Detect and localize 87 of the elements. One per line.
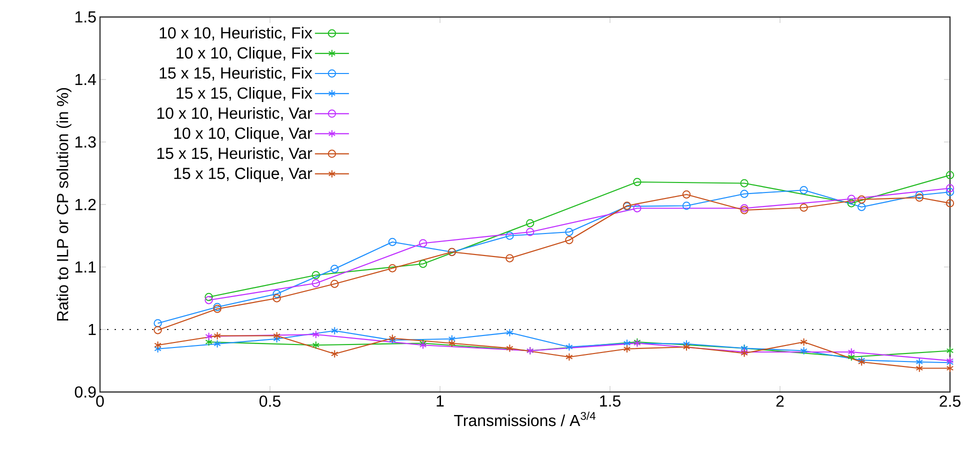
point <box>388 264 397 272</box>
point <box>330 350 338 358</box>
point <box>330 264 339 273</box>
point <box>946 346 954 355</box>
point <box>330 326 338 335</box>
x-tick-label: 1.5 <box>600 396 620 407</box>
point <box>506 254 514 262</box>
point <box>214 332 221 340</box>
point <box>682 190 691 199</box>
point <box>800 346 808 355</box>
point <box>848 348 856 356</box>
y-axis-title: Ratio to ILP or CP solution (in %) <box>56 88 72 321</box>
point <box>506 328 514 337</box>
point <box>946 199 954 208</box>
legend-label: 10 x 10, Heuristic, Fix <box>160 26 312 40</box>
legend-label: 10 x 10, Heuristic, Var <box>157 107 312 121</box>
legend-label: 15 x 15, Heuristic, Var <box>157 147 312 161</box>
point <box>847 194 856 203</box>
x-tick-label: 0 <box>96 396 104 407</box>
point <box>312 271 320 280</box>
point <box>205 332 212 340</box>
x-tick-label: 2 <box>776 396 784 407</box>
point <box>312 279 320 288</box>
point <box>312 330 320 339</box>
point <box>946 184 954 192</box>
point <box>448 334 456 343</box>
point <box>916 364 924 372</box>
point <box>214 340 221 348</box>
point <box>330 280 339 288</box>
legend-label: 15 x 15, Clique, Var <box>174 167 312 182</box>
point <box>847 199 856 208</box>
point <box>915 194 924 202</box>
point <box>418 260 428 268</box>
point <box>526 228 534 236</box>
point <box>740 190 748 198</box>
point <box>506 232 514 240</box>
point <box>565 228 574 236</box>
point <box>204 292 213 302</box>
point <box>800 338 808 346</box>
point <box>858 202 866 212</box>
point <box>916 358 924 366</box>
point <box>633 204 642 212</box>
y-tick-label: 1.3 <box>75 136 96 148</box>
point <box>272 294 281 302</box>
point <box>565 236 574 244</box>
x-tick-label: 2.5 <box>940 396 960 407</box>
point <box>946 364 954 372</box>
point <box>204 296 213 304</box>
point <box>682 342 690 352</box>
x-tick-label: 1 <box>436 396 444 407</box>
y-tick-label: 1 <box>88 324 96 335</box>
point <box>154 341 162 350</box>
point <box>633 178 642 186</box>
y-tick-label: 0.9 <box>74 386 96 398</box>
point <box>154 319 162 328</box>
point <box>154 326 162 334</box>
point <box>272 290 281 298</box>
legend-label: 10 x 10, Clique, Fix <box>176 46 312 62</box>
point <box>566 342 573 352</box>
point <box>526 219 534 228</box>
point <box>312 341 320 350</box>
x-axis-title: Transmissions / A$^{3/4}$ <box>454 412 596 426</box>
point <box>915 191 924 200</box>
point <box>273 332 280 340</box>
point <box>800 204 808 212</box>
legend-label: 15 x 15, Clique, Fix <box>176 87 312 102</box>
point <box>448 339 456 348</box>
point <box>506 344 514 352</box>
point <box>623 344 631 353</box>
y-tick-label: 1.1 <box>75 261 96 272</box>
point <box>800 186 808 194</box>
point <box>418 239 428 248</box>
y-tick-label: 1.2 <box>75 198 96 210</box>
point <box>740 179 748 188</box>
point <box>205 338 212 346</box>
y-tick-label: 1.4 <box>75 74 96 85</box>
x-tick-label: 0.5 <box>260 396 280 407</box>
point <box>946 171 954 180</box>
y-tick-label: 1.5 <box>75 11 96 23</box>
point <box>388 238 397 246</box>
point <box>682 202 691 210</box>
point <box>946 188 954 196</box>
point <box>566 352 573 362</box>
legend-label: 15 x 15, Heuristic, Fix <box>160 66 312 81</box>
point <box>848 352 856 362</box>
legend-label: 10 x 10, Clique, Var <box>174 127 312 142</box>
point <box>858 195 866 204</box>
